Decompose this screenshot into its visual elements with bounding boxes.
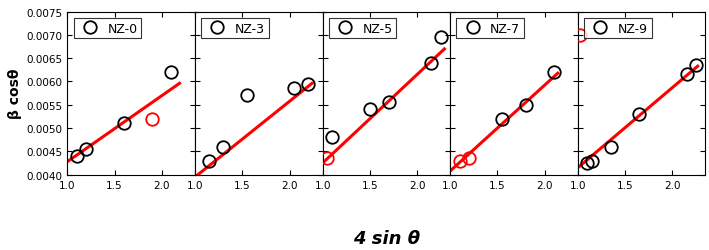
Text: 4 sin θ: 4 sin θ [353, 230, 420, 248]
Legend: NZ-3: NZ-3 [201, 19, 269, 39]
Legend: NZ-7: NZ-7 [457, 19, 524, 39]
Legend: NZ-0: NZ-0 [74, 19, 141, 39]
Y-axis label: β cosθ: β cosθ [9, 68, 22, 119]
Legend: NZ-9: NZ-9 [584, 19, 652, 39]
Legend: NZ-5: NZ-5 [329, 19, 396, 39]
